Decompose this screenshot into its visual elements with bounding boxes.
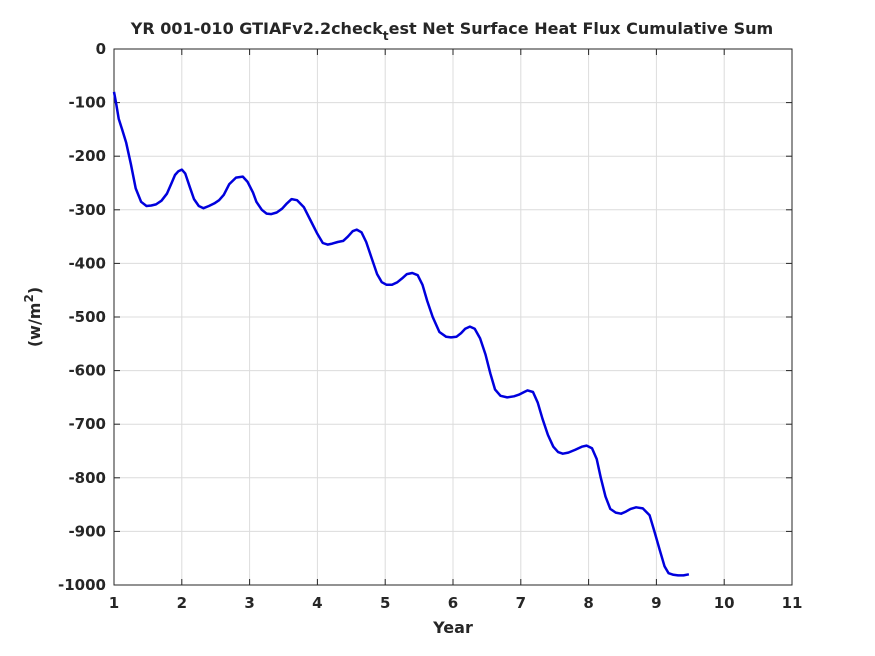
x-tick-label: 4 bbox=[312, 594, 322, 612]
x-tick-label: 2 bbox=[177, 594, 187, 612]
x-axis-label: Year bbox=[432, 618, 473, 637]
chart-title: YR 001-010 GTIAFv2.2checktest Net Surfac… bbox=[130, 19, 773, 43]
y-tick-label: -900 bbox=[68, 522, 106, 540]
y-axis: 0 -100 -200 -300 -400 -500 -600 -700 -800 -900 -10… bbox=[58, 40, 792, 594]
y-tick-label: -700 bbox=[68, 415, 106, 433]
y-tick-label: -100 bbox=[68, 94, 106, 112]
y-tick-label: -400 bbox=[68, 254, 106, 272]
x-tick-label: 7 bbox=[516, 594, 526, 612]
y-tick-label: -500 bbox=[68, 308, 106, 326]
x-axis: 1 2 3 4 5 6 7 8 9 10 11 bbox=[109, 49, 803, 612]
x-tick-label: 11 bbox=[782, 594, 803, 612]
x-tick-label: 9 bbox=[651, 594, 661, 612]
x-tick-label: 6 bbox=[448, 594, 458, 612]
x-tick-label: 10 bbox=[714, 594, 735, 612]
x-tick-label: 5 bbox=[380, 594, 390, 612]
y-tick-label: -300 bbox=[68, 201, 106, 219]
y-axis-label: (w/m2) bbox=[22, 287, 44, 347]
y-tick-label: -200 bbox=[68, 147, 106, 165]
x-tick-label: 1 bbox=[109, 594, 119, 612]
x-tick-label: 3 bbox=[244, 594, 254, 612]
y-tick-label: -600 bbox=[68, 362, 106, 380]
y-tick-label: 0 bbox=[96, 40, 106, 58]
y-tick-label: -1000 bbox=[58, 576, 106, 594]
series-line bbox=[112, 91, 690, 577]
y-tick-label: -800 bbox=[68, 469, 106, 487]
x-tick-label: 8 bbox=[583, 594, 593, 612]
grid bbox=[113, 48, 793, 586]
